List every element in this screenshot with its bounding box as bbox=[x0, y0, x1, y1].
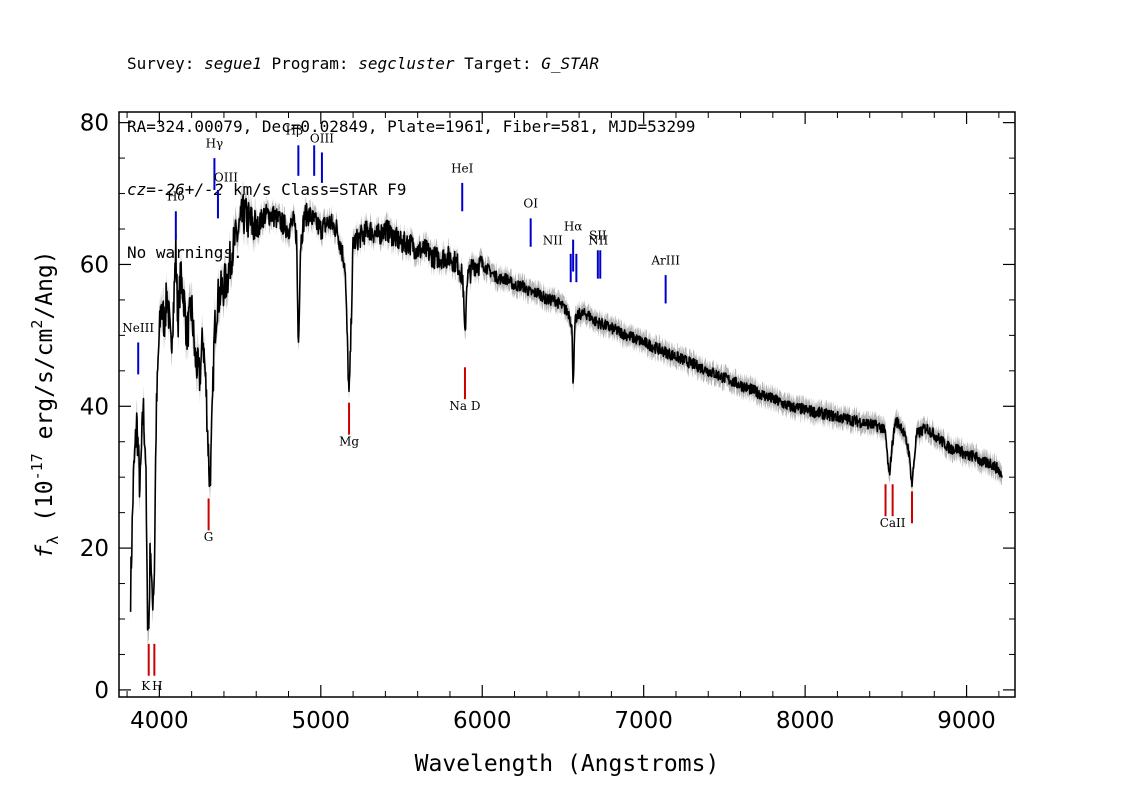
x-tick-label: 8000 bbox=[776, 708, 835, 734]
y-tick-label: 60 bbox=[80, 252, 109, 278]
y-axis-title: fλ (10-17 erg/s/cm2/Ang) bbox=[28, 250, 62, 558]
emission-line-label: NII bbox=[588, 234, 608, 248]
spectrum-layer bbox=[129, 194, 1003, 631]
y-tick-label: 20 bbox=[80, 536, 109, 562]
y-axis-area-exponent: 2 bbox=[28, 320, 46, 329]
emission-line-label: NeIII bbox=[122, 321, 154, 335]
header-line-coordinates: RA=324.00079, Dec=0.02849, Plate=1961, F… bbox=[127, 117, 696, 136]
y-tick-label: 80 bbox=[80, 111, 109, 137]
plot-frame bbox=[118, 111, 1016, 698]
absorption-line-label: Na D bbox=[449, 399, 480, 413]
target-label: Target: bbox=[454, 54, 542, 73]
y-axis-close: /Ang) bbox=[32, 250, 58, 319]
y-tick-label: 40 bbox=[80, 394, 109, 420]
absorption-line-label: K bbox=[141, 679, 151, 693]
absorption-line-label: G bbox=[204, 530, 214, 544]
emission-line-label: ArIII bbox=[650, 253, 680, 267]
target-value: G_STAR bbox=[541, 54, 600, 73]
emission-line-label: Hα bbox=[564, 219, 583, 233]
survey-label: Survey: bbox=[127, 54, 205, 73]
absorption-line-label: Mg bbox=[339, 434, 359, 448]
x-tick-label: 5000 bbox=[292, 708, 351, 734]
emission-line-label: Hβ bbox=[286, 124, 303, 138]
absorption-line-label: H bbox=[152, 679, 162, 693]
program-value: segcluster bbox=[358, 54, 455, 73]
y-axis-symbol: f bbox=[32, 545, 58, 559]
emission-line-label: NII bbox=[543, 234, 563, 248]
error-band-layer bbox=[130, 180, 1003, 645]
y-tick-label: 0 bbox=[94, 678, 109, 704]
x-tick-label: 7000 bbox=[614, 708, 673, 734]
flux-error-band bbox=[130, 180, 1003, 645]
header-line-survey: Survey: segue1 Program: segcluster Targe… bbox=[127, 53, 695, 74]
x-tick-label: 4000 bbox=[130, 708, 189, 734]
emission-line-label: HeI bbox=[451, 161, 474, 175]
x-tick-label: 6000 bbox=[453, 708, 512, 734]
emission-line-label: Hδ bbox=[167, 190, 185, 204]
spectral-lines-layer: NeIIIHδHγOIIIHβOIIIHeIOINIIHαSIINIIArIII… bbox=[122, 124, 914, 693]
emission-line-label: SII bbox=[589, 229, 607, 243]
emission-line-label: OIII bbox=[214, 170, 238, 184]
absorption-line-label: CaII bbox=[880, 516, 906, 530]
y-axis-open: (10 bbox=[32, 480, 58, 535]
y-axis-subscript: λ bbox=[44, 536, 62, 545]
cz-value: -26+/-2 bbox=[155, 180, 224, 199]
y-axis-exponent: -17 bbox=[28, 453, 46, 480]
program-label: Program: bbox=[261, 54, 359, 73]
header-line-warnings: No warnings. bbox=[127, 243, 243, 262]
x-tick-label: 9000 bbox=[937, 708, 996, 734]
emission-line-label: OI bbox=[523, 197, 538, 211]
flux-spectrum-line bbox=[129, 194, 1003, 631]
axis-ticks-layer: 4000 5000 6000 7000 8000 9000 0 20 40 60 80 bbox=[80, 111, 1015, 734]
emission-line-label: Hγ bbox=[206, 136, 224, 150]
y-axis-units: erg/s/cm bbox=[32, 329, 58, 454]
emission-line-label: OIII bbox=[310, 131, 334, 145]
x-axis-title: Wavelength (Angstroms) bbox=[415, 751, 720, 777]
cz-label: cz= bbox=[127, 180, 156, 199]
survey-value: segue1 bbox=[204, 54, 262, 73]
